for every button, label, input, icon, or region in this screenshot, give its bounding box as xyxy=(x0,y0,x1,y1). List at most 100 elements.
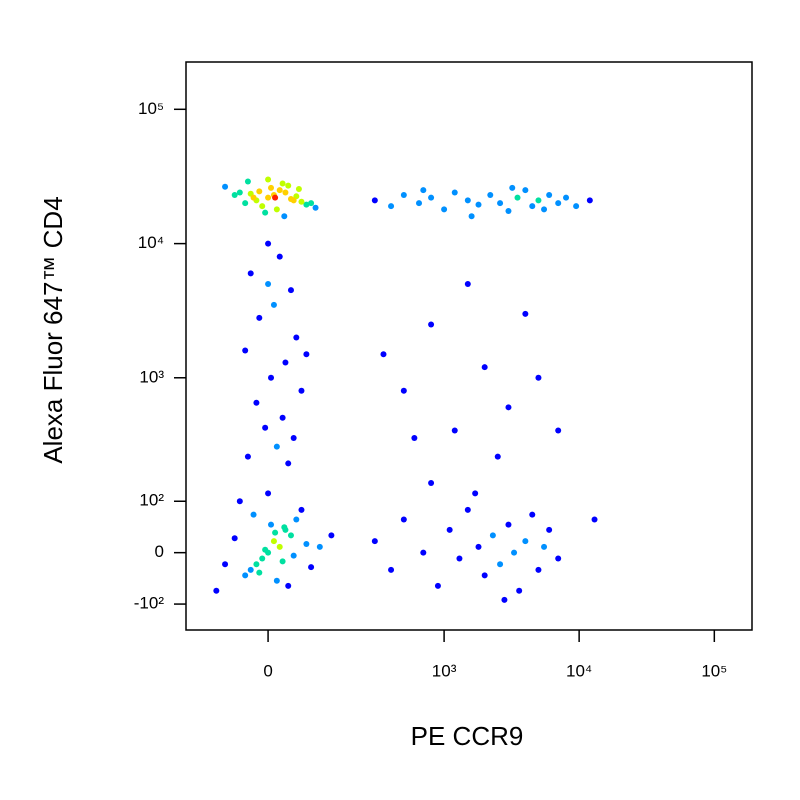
event-dot xyxy=(535,197,542,204)
event-dot xyxy=(411,435,418,442)
event-dot xyxy=(516,587,523,594)
event-dot xyxy=(303,540,310,547)
event-dot xyxy=(563,194,570,201)
event-dot xyxy=(293,516,300,523)
event-dot xyxy=(501,596,508,603)
event-dot xyxy=(273,443,280,450)
event-dot xyxy=(464,506,471,513)
event-dot xyxy=(265,194,272,201)
event-dot xyxy=(262,209,269,216)
event-dot xyxy=(420,549,427,556)
event-dot xyxy=(242,572,249,579)
event-dot xyxy=(279,180,286,187)
event-dot xyxy=(285,460,292,467)
y-tick-label: 10⁴ xyxy=(138,233,164,252)
event-dot xyxy=(475,201,482,208)
event-dot xyxy=(505,207,512,214)
event-dot xyxy=(290,435,297,442)
event-dot xyxy=(505,404,512,411)
event-dot xyxy=(489,532,496,539)
event-dot xyxy=(529,511,536,518)
event-dot xyxy=(281,524,288,531)
event-dot xyxy=(281,213,288,220)
event-dot xyxy=(287,532,294,539)
event-dot xyxy=(546,526,553,533)
event-dot xyxy=(509,184,516,191)
event-dot xyxy=(279,558,286,565)
y-tick-label: 0 xyxy=(155,542,164,561)
event-dot xyxy=(400,192,407,199)
event-dot xyxy=(555,555,562,562)
event-dot xyxy=(268,521,275,528)
event-dot xyxy=(535,374,542,381)
event-dot xyxy=(244,453,251,460)
event-dot xyxy=(298,198,305,205)
event-dot xyxy=(222,183,229,190)
x-tick-label: 0 xyxy=(263,661,272,680)
event-dot xyxy=(475,543,482,550)
event-dot xyxy=(293,334,300,341)
event-dot xyxy=(270,301,277,308)
event-dot xyxy=(371,538,378,545)
event-dot xyxy=(456,555,463,562)
event-dot xyxy=(270,538,277,545)
event-dot xyxy=(256,188,263,195)
event-dot xyxy=(298,506,305,513)
event-dot xyxy=(464,281,471,288)
event-dot xyxy=(541,543,548,550)
event-dot xyxy=(441,206,448,213)
event-dot xyxy=(481,572,488,579)
event-dot xyxy=(244,178,251,185)
y-axis-title: Alexa Fluor 647™ CD4 xyxy=(38,196,68,463)
event-dot xyxy=(242,347,249,354)
event-dot xyxy=(268,374,275,381)
y-tick-label: 10² xyxy=(139,491,164,510)
event-dot xyxy=(555,427,562,434)
event-dot xyxy=(434,582,441,589)
event-dot xyxy=(522,187,529,194)
y-tick-label: 10³ xyxy=(139,367,164,386)
event-dot xyxy=(265,176,272,183)
event-dot xyxy=(328,532,335,539)
event-dot xyxy=(464,197,471,204)
event-dot xyxy=(451,427,458,434)
event-dot xyxy=(247,566,254,573)
event-dot xyxy=(259,203,266,210)
event-dot xyxy=(259,555,266,562)
event-dot xyxy=(295,186,302,193)
event-dot xyxy=(265,549,272,556)
event-dot xyxy=(231,192,238,199)
event-dot xyxy=(400,387,407,394)
event-dot xyxy=(522,310,529,317)
event-dot xyxy=(308,200,315,207)
event-dot xyxy=(380,351,387,358)
event-dot xyxy=(428,194,435,201)
event-dot xyxy=(265,281,272,288)
event-dot xyxy=(420,187,427,194)
event-dot xyxy=(279,414,286,421)
event-dot xyxy=(253,561,260,568)
event-dot xyxy=(505,521,512,528)
event-dot xyxy=(272,529,279,536)
event-dot xyxy=(416,200,423,207)
x-axis-title: PE CCR9 xyxy=(411,721,524,751)
event-dot xyxy=(273,577,280,584)
event-dot xyxy=(250,194,257,201)
event-dot xyxy=(282,359,289,366)
event-dot xyxy=(303,351,310,358)
event-dot xyxy=(290,197,297,204)
event-dot xyxy=(428,479,435,486)
event-dot xyxy=(250,511,257,518)
event-dot xyxy=(262,424,269,431)
event-dot xyxy=(276,253,283,260)
event-dot xyxy=(273,206,280,213)
event-dot xyxy=(472,490,479,497)
event-dot xyxy=(481,364,488,371)
event-dot xyxy=(236,189,243,196)
event-dot xyxy=(494,453,501,460)
event-dot xyxy=(222,561,229,568)
event-dot xyxy=(546,192,553,199)
event-dot xyxy=(265,240,272,247)
event-dot xyxy=(312,204,319,211)
